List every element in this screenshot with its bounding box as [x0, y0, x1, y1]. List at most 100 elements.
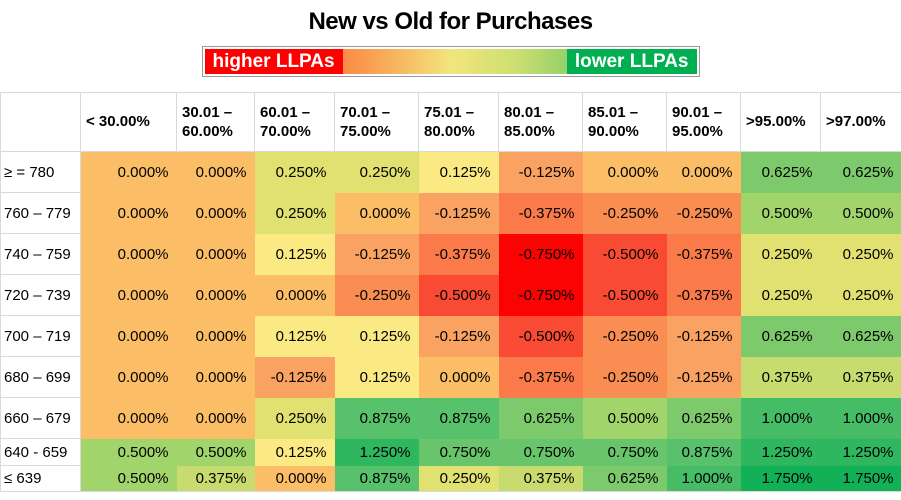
heatmap-cell: 0.750%	[582, 438, 667, 466]
heatmap-cell: 0.250%	[254, 151, 335, 193]
row-label: 640 - 659	[0, 438, 81, 466]
heatmap-cell: 0.500%	[582, 397, 667, 439]
legend-label-higher-llpas: higher LLPAs	[204, 49, 343, 74]
heatmap-cell: 1.250%	[740, 438, 821, 466]
heatmap-cell: 0.500%	[80, 438, 177, 466]
row-label: ≤ 639	[0, 465, 81, 492]
heatmap-cell: 1.750%	[820, 465, 901, 492]
table-row: ≥ = 780 0.000% 0.000% 0.250% 0.250% 0.125% -0.…	[0, 151, 901, 193]
column-header: 80.01 – 85.00%	[498, 92, 583, 152]
column-header: 85.01 – 90.00%	[582, 92, 667, 152]
heatmap-cell: 0.000%	[80, 397, 177, 439]
heatmap-cell: -0.375%	[418, 233, 499, 275]
heatmap-cell: 0.750%	[498, 438, 583, 466]
heatmap-cell: 0.375%	[820, 356, 901, 398]
heatmap-cell: 0.000%	[254, 465, 335, 492]
heatmap-cell: 0.000%	[80, 315, 177, 357]
table-header: < 30.00% 30.01 – 60.00% 60.01 – 70.00% 70.0…	[0, 92, 901, 152]
heatmap-cell: 0.875%	[666, 438, 741, 466]
column-header: < 30.00%	[80, 92, 177, 152]
heatmap-cell: 0.500%	[80, 465, 177, 492]
heatmap-cell: 0.000%	[176, 315, 255, 357]
heatmap-cell: 0.000%	[80, 274, 177, 316]
heatmap-cell: -0.250%	[666, 192, 741, 234]
row-label: 720 – 739	[0, 274, 81, 316]
heatmap-cell: -0.125%	[498, 151, 583, 193]
heatmap-cell: 0.500%	[740, 192, 821, 234]
heatmap-cell: -0.375%	[498, 356, 583, 398]
heatmap-cell: 0.000%	[80, 233, 177, 275]
row-label: 660 – 679	[0, 397, 81, 439]
heatmap-cell: 0.625%	[740, 315, 821, 357]
column-header: 90.01 – 95.00%	[666, 92, 741, 152]
heatmap-cell: -0.125%	[666, 315, 741, 357]
heatmap-cell: 0.125%	[334, 356, 419, 398]
heatmap-cell: 1.000%	[820, 397, 901, 439]
heatmap-cell: 0.000%	[176, 151, 255, 193]
heatmap-cell: -0.375%	[498, 192, 583, 234]
heatmap-cell: 0.875%	[334, 397, 419, 439]
heatmap-cell: -0.500%	[582, 233, 667, 275]
heatmap-cell: -0.375%	[666, 274, 741, 316]
heatmap-cell: -0.500%	[418, 274, 499, 316]
heatmap-cell: 0.375%	[740, 356, 821, 398]
color-scale-legend: higher LLPAs lower LLPAs	[201, 46, 700, 77]
llpa-heatmap-table: < 30.00% 30.01 – 60.00% 60.01 – 70.00% 70.0…	[0, 92, 901, 492]
table-row: 740 – 759 0.000% 0.000% 0.125% -0.125% -0.375…	[0, 233, 901, 275]
heatmap-cell: 0.125%	[254, 233, 335, 275]
heatmap-cell: 0.250%	[740, 274, 821, 316]
table-row: 680 – 699 0.000% 0.000% -0.125% 0.125% 0.000%…	[0, 356, 901, 398]
heatmap-cell: 0.000%	[254, 274, 335, 316]
heatmap-cell: 1.250%	[820, 438, 901, 466]
heatmap-cell: -0.500%	[582, 274, 667, 316]
heatmap-cell: -0.500%	[498, 315, 583, 357]
heatmap-cell: -0.125%	[418, 315, 499, 357]
column-header: >97.00%	[820, 92, 901, 152]
table-row: 640 - 659 0.500% 0.500% 0.125% 1.250% 0.750% 0…	[0, 438, 901, 466]
heatmap-cell: 0.000%	[176, 192, 255, 234]
heatmap-cell: -0.125%	[334, 233, 419, 275]
heatmap-cell: 1.000%	[740, 397, 821, 439]
heatmap-cell: 0.750%	[418, 438, 499, 466]
column-header: 75.01 – 80.00%	[418, 92, 499, 152]
heatmap-cell: 1.250%	[334, 438, 419, 466]
table-row: 760 – 779 0.000% 0.000% 0.250% 0.000% -0.125%…	[0, 192, 901, 234]
heatmap-cell: 0.000%	[176, 397, 255, 439]
heatmap-cell: 0.250%	[418, 465, 499, 492]
heatmap-cell: 0.500%	[820, 192, 901, 234]
heatmap-cell: 0.000%	[582, 151, 667, 193]
heatmap-cell: 0.250%	[820, 233, 901, 275]
heatmap-cell: 1.000%	[666, 465, 741, 492]
legend-label-lower-llpas: lower LLPAs	[566, 49, 697, 74]
row-label: 760 – 779	[0, 192, 81, 234]
heatmap-cell: 1.750%	[740, 465, 821, 492]
heatmap-cell: 0.000%	[334, 192, 419, 234]
row-label: 700 – 719	[0, 315, 81, 357]
row-label: ≥ = 780	[0, 151, 81, 193]
column-header: 60.01 – 70.00%	[254, 92, 335, 152]
heatmap-cell: 0.375%	[498, 465, 583, 492]
heatmap-cell: -0.250%	[582, 192, 667, 234]
table-row: 660 – 679 0.000% 0.000% 0.250% 0.875% 0.875% 0…	[0, 397, 901, 439]
table-row: ≤ 639 0.500% 0.375% 0.000% 0.875% 0.250% 0.375…	[0, 465, 901, 492]
heatmap-cell: 0.125%	[418, 151, 499, 193]
heatmap-cell: -0.125%	[254, 356, 335, 398]
heatmap-cell: 0.000%	[176, 356, 255, 398]
heatmap-cell: 0.625%	[498, 397, 583, 439]
heatmap-cell: 0.250%	[334, 151, 419, 193]
row-label: 680 – 699	[0, 356, 81, 398]
heatmap-cell: -0.375%	[666, 233, 741, 275]
heatmap-cell: -0.125%	[666, 356, 741, 398]
heatmap-cell: 0.000%	[176, 274, 255, 316]
column-header: 70.01 – 75.00%	[334, 92, 419, 152]
heatmap-cell: 0.000%	[80, 192, 177, 234]
heatmap-cell: 0.000%	[80, 151, 177, 193]
heatmap-cell: 0.000%	[80, 356, 177, 398]
table-row: 700 – 719 0.000% 0.000% 0.125% 0.125% -0.125%…	[0, 315, 901, 357]
heatmap-cell: 0.375%	[176, 465, 255, 492]
legend-gradient-bar: higher LLPAs lower LLPAs	[204, 49, 697, 74]
heatmap-cell: -0.750%	[498, 233, 583, 275]
column-header: 30.01 – 60.00%	[176, 92, 255, 152]
heatmap-cell: 0.250%	[254, 192, 335, 234]
